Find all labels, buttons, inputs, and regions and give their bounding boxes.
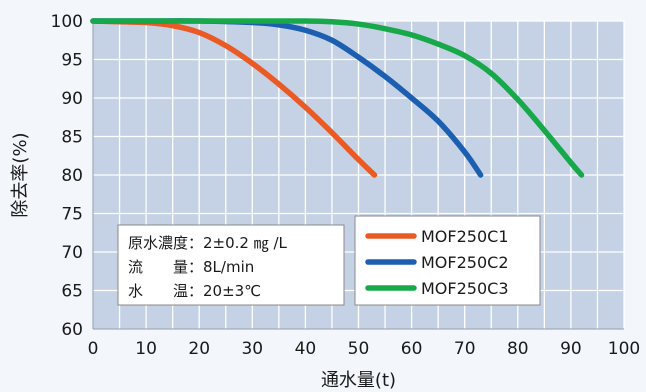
x-tick-label: 90 bbox=[560, 339, 582, 359]
x-tick-labels: 0 10 20 30 40 50 60 70 80 90 100 bbox=[88, 339, 641, 359]
y-tick-label: 80 bbox=[61, 166, 83, 186]
x-tick-label: 10 bbox=[135, 339, 157, 359]
x-tick-label: 70 bbox=[454, 339, 476, 359]
y-tick-label: 70 bbox=[61, 243, 83, 263]
legend: MOF250C1 MOF250C2 MOF250C3 bbox=[354, 215, 541, 306]
y-tick-label: 90 bbox=[61, 89, 83, 109]
x-tick-label: 0 bbox=[88, 339, 99, 359]
legend-item: MOF250C3 bbox=[365, 279, 509, 298]
x-tick-label: 80 bbox=[507, 339, 529, 359]
x-axis-title: 通水量(t) bbox=[321, 370, 396, 391]
conditions-line: 流 量：8L/min bbox=[128, 258, 254, 276]
x-tick-label: 50 bbox=[348, 339, 370, 359]
legend-item: MOF250C1 bbox=[365, 227, 509, 246]
x-tick-label: 100 bbox=[608, 339, 640, 359]
y-tick-label: 65 bbox=[61, 282, 83, 302]
x-tick-label: 60 bbox=[401, 339, 423, 359]
y-tick-label: 60 bbox=[61, 320, 83, 340]
y-tick-labels: 60 65 70 75 80 85 90 95 100 bbox=[51, 12, 83, 340]
x-tick-label: 40 bbox=[295, 339, 317, 359]
y-tick-label: 95 bbox=[61, 51, 83, 71]
y-axis-title: 除去率(%) bbox=[10, 132, 31, 217]
legend-label: MOF250C3 bbox=[421, 279, 509, 298]
legend-label: MOF250C1 bbox=[421, 227, 509, 246]
legend-label: MOF250C2 bbox=[421, 253, 509, 272]
x-tick-label: 30 bbox=[241, 339, 263, 359]
y-tick-label: 100 bbox=[51, 12, 83, 32]
y-tick-label: 85 bbox=[61, 128, 83, 148]
conditions-box-frame bbox=[117, 224, 345, 306]
x-tick-label: 20 bbox=[188, 339, 210, 359]
series-line-mof250c3 bbox=[90, 18, 585, 178]
series-lines bbox=[90, 18, 585, 178]
legend-item: MOF250C2 bbox=[365, 253, 509, 272]
y-tick-label: 75 bbox=[61, 205, 83, 225]
conditions-box: 原水濃度：2±0.2 ㎎ /L 流 量：8L/min 水 温：20±3℃ bbox=[117, 224, 345, 306]
conditions-line: 原水濃度：2±0.2 ㎎ /L bbox=[128, 234, 288, 252]
conditions-line: 水 温：20±3℃ bbox=[128, 282, 261, 300]
